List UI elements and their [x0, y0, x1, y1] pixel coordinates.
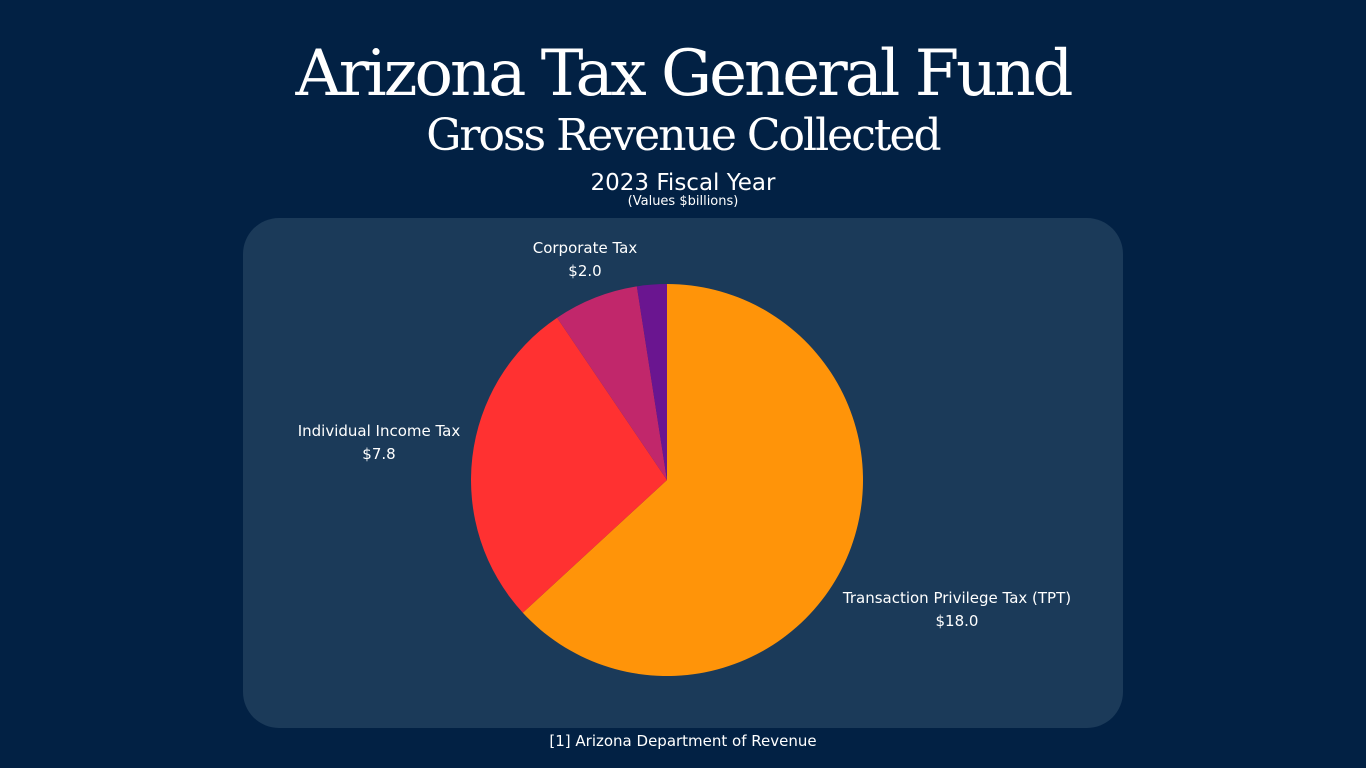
chart-title: Arizona Tax General Fund [295, 37, 1073, 111]
pie-slice-individual-income-tax [471, 317, 667, 613]
slice-label-individual-income: Individual Income Tax $7.8 [292, 420, 466, 466]
source-note: [1] Arizona Department of Revenue [549, 732, 817, 750]
slice-label-tpt-value: $18.0 [935, 612, 979, 630]
slice-label-tpt: Transaction Privilege Tax (TPT) $18.0 [838, 587, 1076, 633]
pie-chart [471, 284, 864, 676]
pie-slice-transaction-privilege-tax-tpt [522, 284, 864, 676]
slice-label-tpt-name: Transaction Privilege Tax (TPT) [842, 589, 1072, 607]
units-note: (Values $billions) [627, 194, 739, 209]
pie-slice-other [636, 284, 667, 480]
fiscal-year-label: 2023 Fiscal Year [590, 170, 776, 196]
slice-label-corporate-value: $2.0 [568, 262, 602, 280]
slice-label-corporate-name: Corporate Tax [532, 239, 638, 257]
slice-label-individual-income-name: Individual Income Tax [297, 422, 461, 440]
slice-label-individual-income-value: $7.8 [362, 445, 396, 463]
pie-slice-corporate-tax [557, 286, 667, 480]
slice-label-corporate: Corporate Tax $2.0 [525, 237, 645, 283]
chart-subtitle: Gross Revenue Collected [426, 110, 941, 161]
